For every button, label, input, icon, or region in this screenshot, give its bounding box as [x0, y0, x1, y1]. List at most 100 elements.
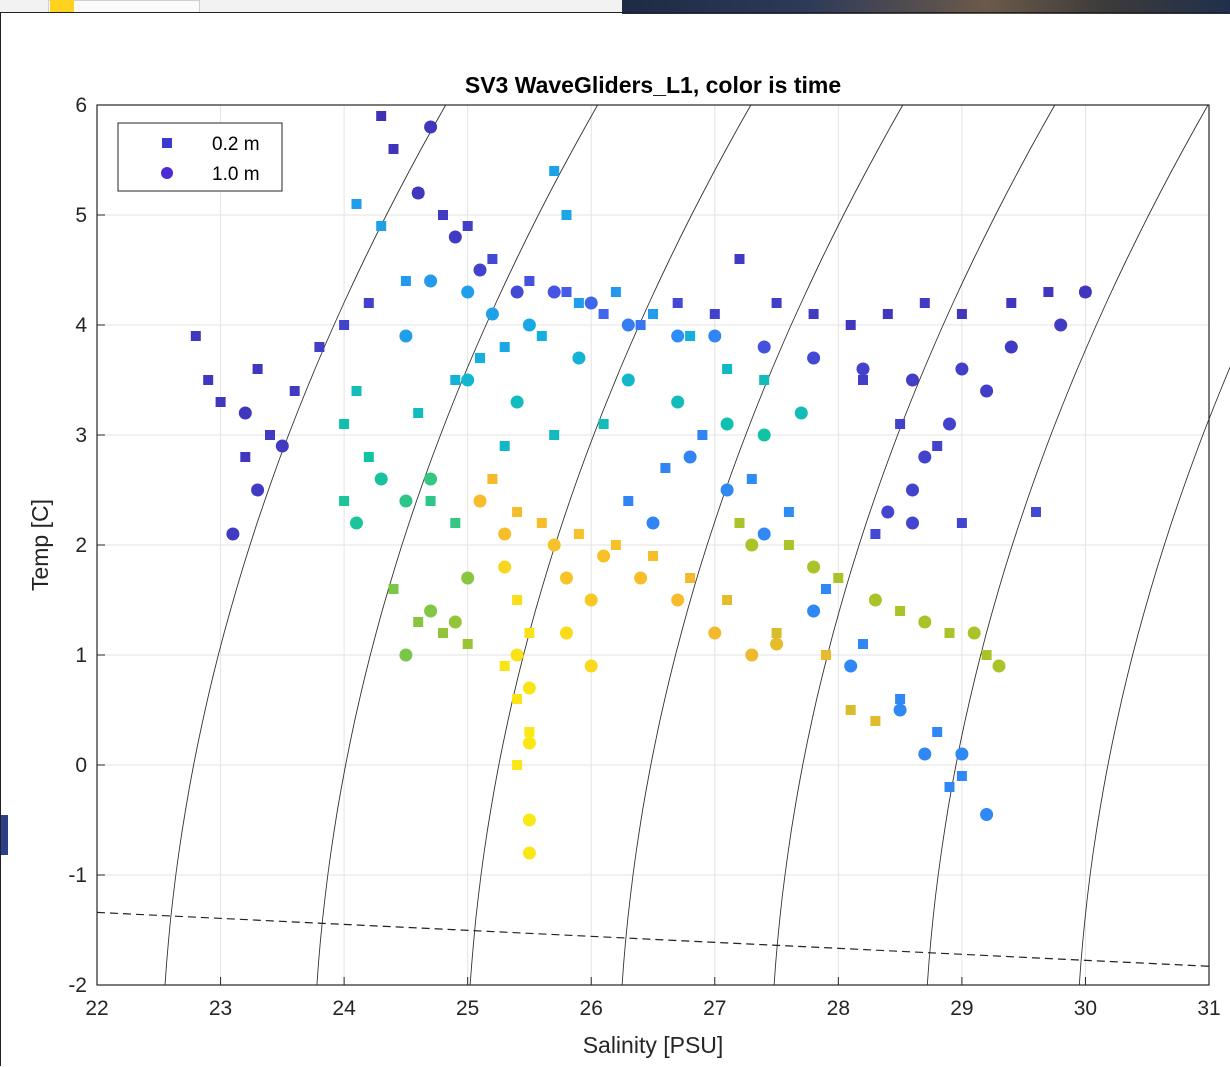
point-0-2m	[499, 661, 510, 671]
point-1-0m	[350, 516, 363, 530]
point-0-2m	[438, 628, 448, 638]
point-1-0m	[522, 681, 536, 695]
point-1-0m	[560, 571, 573, 585]
point-0-2m	[685, 331, 696, 341]
point-0-2m	[450, 375, 461, 385]
isopycnal-curve	[316, 104, 598, 986]
point-1-0m	[251, 483, 265, 497]
y-tick-label: 4	[75, 314, 87, 337]
point-1-0m	[770, 637, 784, 651]
point-0-2m	[190, 331, 201, 341]
point-0-2m	[845, 320, 856, 330]
isopycnal-curve	[1078, 366, 1230, 986]
y-axis-label: Temp [C]	[27, 499, 53, 591]
y-tick-label: 2	[75, 534, 87, 557]
point-0-2m	[524, 628, 535, 638]
point-1-0m	[424, 472, 438, 486]
point-1-0m	[424, 274, 438, 288]
point-0-2m	[648, 551, 658, 561]
point-0-2m	[339, 419, 350, 429]
point-1-0m	[856, 362, 870, 376]
point-0-2m	[635, 320, 646, 330]
point-1-0m	[1054, 318, 1068, 332]
point-1-0m	[943, 417, 956, 431]
y-tick-label: -2	[68, 974, 87, 997]
point-0-2m	[339, 496, 350, 506]
point-1-0m	[597, 549, 611, 563]
point-1-0m	[399, 329, 413, 343]
point-0-2m	[821, 584, 831, 594]
point-0-2m	[981, 650, 992, 660]
point-0-2m	[499, 441, 510, 451]
legend-box	[117, 122, 283, 192]
legend-circle-marker	[161, 167, 173, 179]
point-1-0m	[720, 417, 734, 431]
point-0-2m	[722, 364, 733, 374]
x-tick-label: 30	[1074, 997, 1097, 1020]
point-0-2m	[610, 287, 621, 297]
point-1-0m	[955, 362, 969, 376]
x-tick-label: 29	[950, 997, 973, 1020]
point-1-0m	[906, 373, 919, 387]
point-1-0m	[980, 808, 994, 821]
point-0-2m	[524, 727, 535, 737]
point-1-0m	[844, 659, 858, 673]
point-1-0m	[560, 626, 573, 640]
point-1-0m	[757, 527, 771, 541]
point-1-0m	[807, 560, 821, 574]
x-tick-label: 25	[456, 997, 479, 1020]
point-0-2m	[1006, 298, 1017, 308]
x-tick-label: 27	[703, 997, 726, 1020]
y-tick-label: 6	[75, 94, 87, 117]
point-1-0m	[757, 340, 771, 354]
point-0-2m	[413, 408, 424, 418]
point-0-2m	[895, 606, 906, 616]
point-1-0m	[807, 351, 821, 365]
point-1-0m	[522, 813, 536, 827]
x-tick-label: 26	[580, 997, 603, 1020]
point-1-0m	[411, 186, 425, 200]
point-1-0m	[547, 538, 561, 552]
point-1-0m	[893, 703, 907, 717]
point-0-2m	[709, 309, 720, 319]
point-1-0m	[955, 747, 969, 761]
point-0-2m	[932, 441, 943, 451]
isopycnal-curve	[773, 104, 1056, 986]
isopycnal-curve	[621, 104, 904, 986]
legend-label-0-2m: 0.2 m	[212, 134, 260, 155]
point-0-2m	[858, 375, 868, 385]
point-1-0m	[621, 373, 635, 387]
point-0-2m	[685, 573, 696, 583]
point-1-0m	[708, 329, 722, 343]
point-1-0m	[238, 406, 252, 420]
left-edge-fragment	[0, 815, 8, 855]
x-tick-label: 24	[332, 997, 356, 1020]
point-0-2m	[524, 276, 535, 286]
point-0-2m	[376, 111, 387, 121]
point-1-0m	[226, 527, 240, 541]
point-1-0m	[1078, 285, 1092, 299]
point-1-0m	[906, 516, 919, 530]
point-0-2m	[573, 529, 584, 539]
point-0-2m	[363, 298, 374, 308]
point-0-2m	[833, 573, 844, 583]
point-1-0m	[584, 593, 598, 607]
point-0-2m	[388, 584, 399, 594]
point-0-2m	[956, 771, 967, 781]
point-1-0m	[646, 516, 660, 530]
point-0-2m	[759, 375, 770, 385]
point-1-0m	[992, 659, 1006, 673]
point-1-0m	[634, 571, 648, 585]
point-0-2m	[697, 430, 708, 440]
point-1-0m	[745, 538, 759, 552]
point-0-2m	[215, 397, 226, 407]
legend: 0.2 m 1.0 m	[117, 122, 283, 192]
point-1-0m	[906, 483, 919, 497]
point-1-0m	[671, 329, 685, 343]
point-0-2m	[648, 309, 658, 319]
point-1-0m	[510, 648, 524, 662]
point-0-2m	[499, 342, 510, 352]
point-0-2m	[376, 221, 387, 231]
point-1-0m	[522, 846, 536, 860]
point-1-0m	[448, 230, 462, 244]
